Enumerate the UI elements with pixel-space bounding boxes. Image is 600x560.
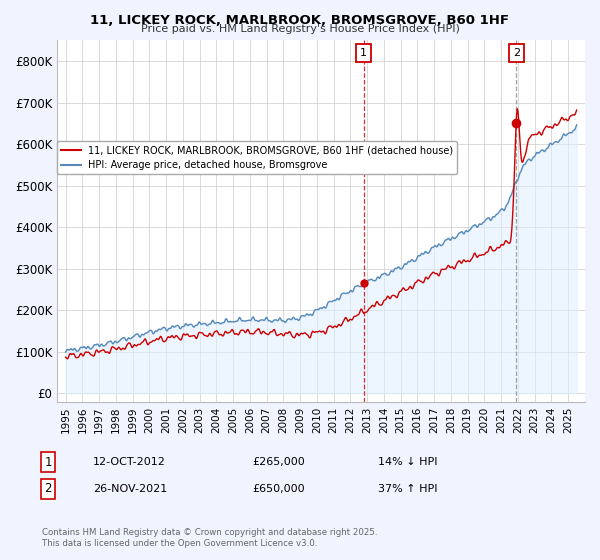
Text: 26-NOV-2021: 26-NOV-2021 xyxy=(93,484,167,494)
Text: Price paid vs. HM Land Registry's House Price Index (HPI): Price paid vs. HM Land Registry's House … xyxy=(140,24,460,34)
Text: 1: 1 xyxy=(360,48,367,58)
Text: 1: 1 xyxy=(44,455,52,469)
Text: £650,000: £650,000 xyxy=(252,484,305,494)
Text: 12-OCT-2012: 12-OCT-2012 xyxy=(93,457,166,467)
Legend: 11, LICKEY ROCK, MARLBROOK, BROMSGROVE, B60 1HF (detached house), HPI: Average p: 11, LICKEY ROCK, MARLBROOK, BROMSGROVE, … xyxy=(57,142,457,174)
Text: £265,000: £265,000 xyxy=(252,457,305,467)
Text: Contains HM Land Registry data © Crown copyright and database right 2025.
This d: Contains HM Land Registry data © Crown c… xyxy=(42,528,377,548)
Text: 11, LICKEY ROCK, MARLBROOK, BROMSGROVE, B60 1HF: 11, LICKEY ROCK, MARLBROOK, BROMSGROVE, … xyxy=(91,14,509,27)
Text: 37% ↑ HPI: 37% ↑ HPI xyxy=(378,484,437,494)
Text: 14% ↓ HPI: 14% ↓ HPI xyxy=(378,457,437,467)
Text: 2: 2 xyxy=(44,482,52,496)
Text: 2: 2 xyxy=(513,48,520,58)
